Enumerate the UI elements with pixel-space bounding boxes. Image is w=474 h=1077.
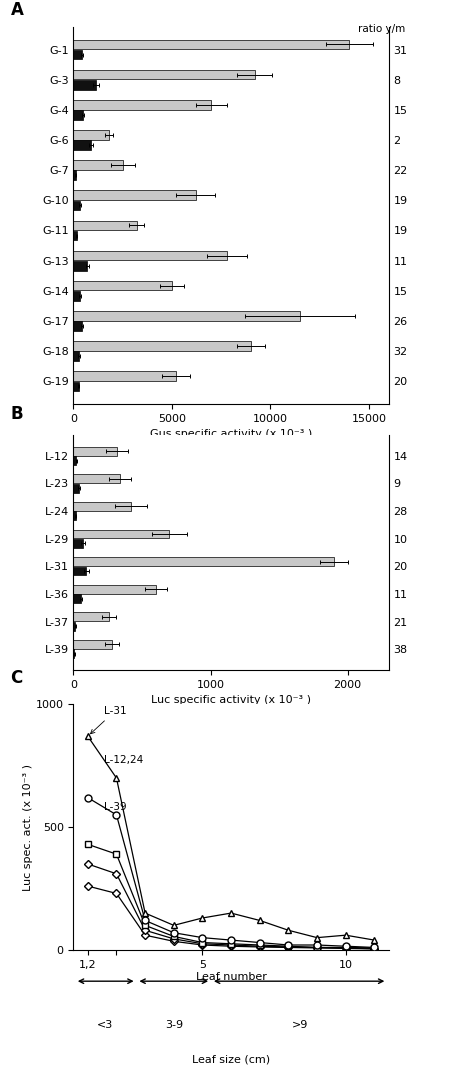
Bar xyxy=(73,230,77,240)
Bar xyxy=(73,447,118,456)
Bar xyxy=(73,538,83,548)
Bar xyxy=(73,100,211,110)
Bar xyxy=(73,311,300,321)
Bar xyxy=(73,595,81,603)
Text: B: B xyxy=(10,405,23,423)
Bar xyxy=(73,512,75,520)
Bar xyxy=(73,381,79,391)
Bar xyxy=(73,140,91,150)
Text: <3: <3 xyxy=(97,1020,113,1031)
Text: L-31: L-31 xyxy=(91,707,126,733)
Bar xyxy=(73,321,82,331)
Bar xyxy=(73,456,76,465)
Bar xyxy=(73,341,251,351)
Bar xyxy=(73,567,86,575)
Bar xyxy=(73,70,255,80)
Bar xyxy=(73,40,349,50)
Bar xyxy=(73,640,112,649)
Bar xyxy=(73,372,176,381)
Bar xyxy=(73,613,109,621)
Bar xyxy=(73,291,80,300)
Text: ratio y/m: ratio y/m xyxy=(358,24,405,33)
Bar xyxy=(73,261,88,270)
X-axis label: Luc specific activity (x 10⁻³ ): Luc specific activity (x 10⁻³ ) xyxy=(151,695,311,705)
X-axis label: Gus specific activity (x 10⁻³ ): Gus specific activity (x 10⁻³ ) xyxy=(150,429,312,439)
Bar xyxy=(73,557,334,567)
Bar xyxy=(73,621,75,631)
X-axis label: Leaf number: Leaf number xyxy=(196,973,266,982)
Text: >9: >9 xyxy=(292,1020,308,1031)
Bar xyxy=(73,474,120,484)
Bar xyxy=(73,191,196,200)
Bar xyxy=(73,110,83,120)
Bar xyxy=(73,221,137,230)
Bar xyxy=(73,80,96,89)
Text: C: C xyxy=(10,669,23,687)
Bar xyxy=(73,130,109,140)
Bar xyxy=(73,50,82,59)
Bar xyxy=(73,160,123,170)
Y-axis label: Luc spec. act. (x 10⁻³ ): Luc spec. act. (x 10⁻³ ) xyxy=(23,764,33,891)
Bar xyxy=(73,530,169,538)
Bar xyxy=(73,649,74,658)
Text: 3-9: 3-9 xyxy=(164,1020,183,1031)
Bar xyxy=(73,585,155,593)
Bar xyxy=(73,484,79,492)
Bar xyxy=(73,351,79,361)
Text: L-39: L-39 xyxy=(103,802,126,812)
Text: A: A xyxy=(10,1,23,19)
Bar xyxy=(73,200,80,210)
Bar xyxy=(73,281,172,291)
Bar xyxy=(73,170,76,180)
Text: L-12,24: L-12,24 xyxy=(103,755,143,766)
Bar xyxy=(73,251,227,261)
Text: Leaf size (cm): Leaf size (cm) xyxy=(192,1055,270,1065)
Bar xyxy=(73,502,131,510)
